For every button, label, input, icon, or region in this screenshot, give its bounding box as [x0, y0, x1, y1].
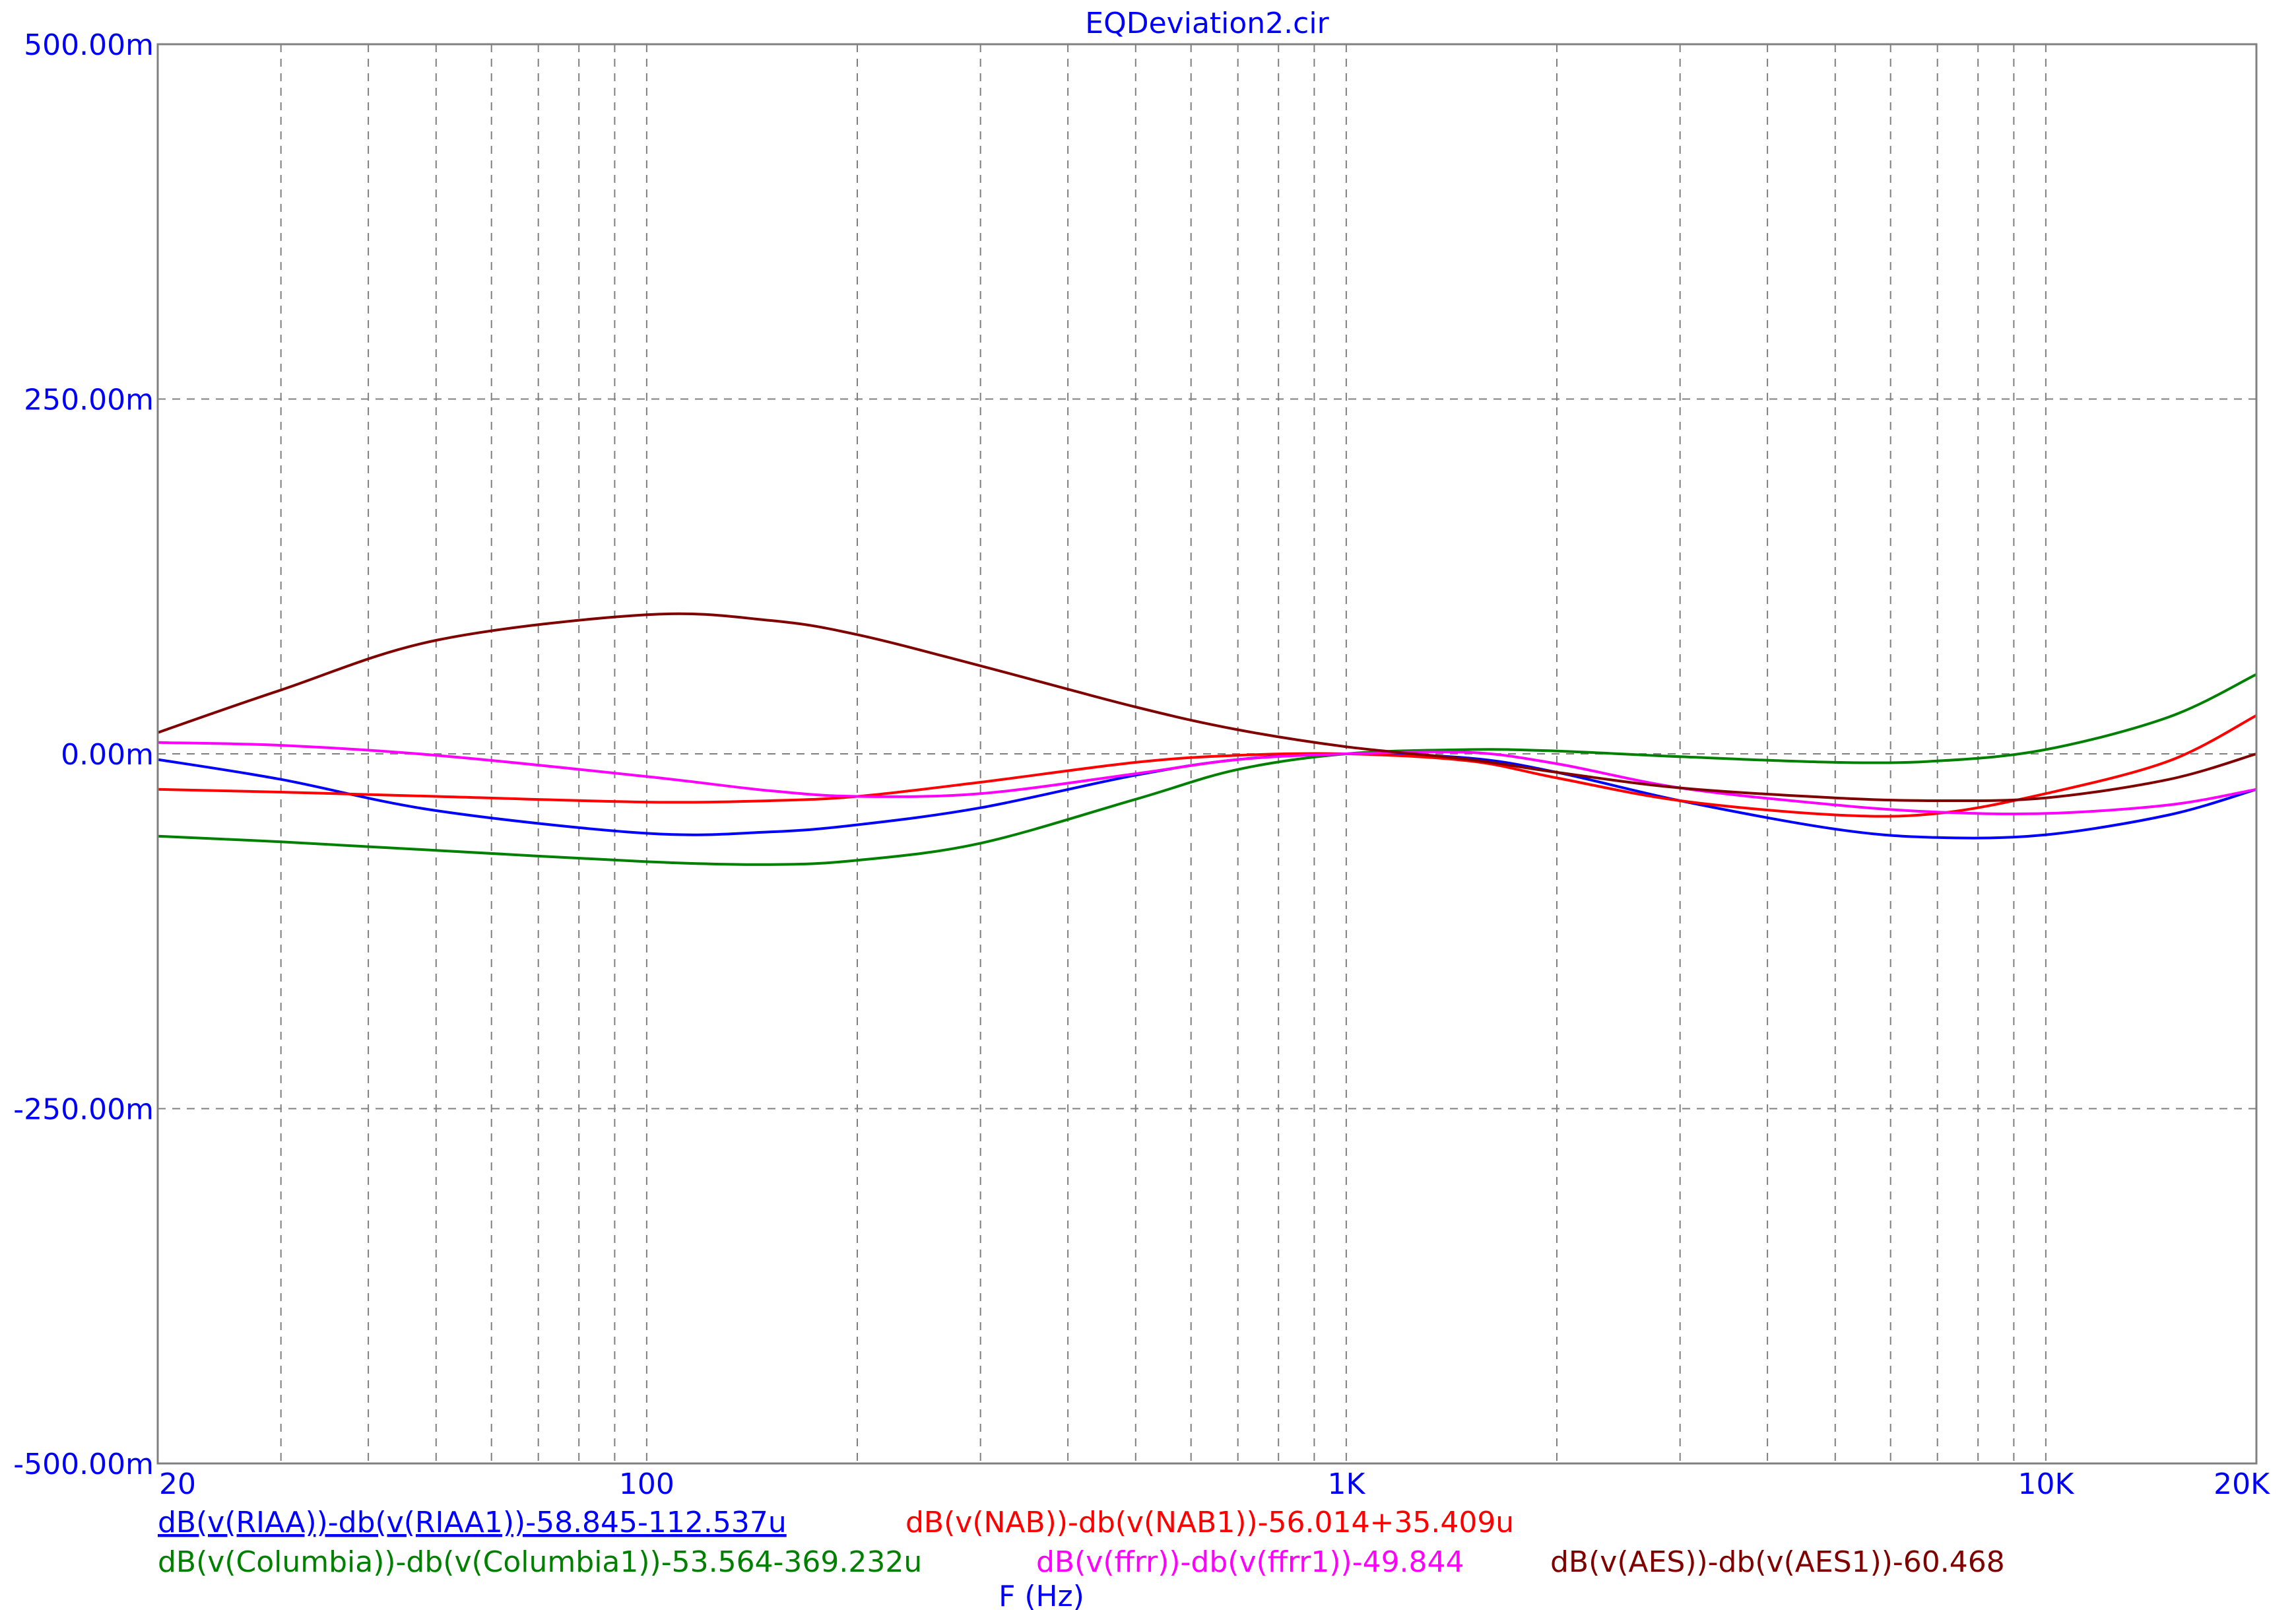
- y-tick-label: 500.00m: [24, 28, 154, 62]
- x-tick-label: 1K: [1327, 1467, 1365, 1501]
- y-tick-labels: 500.00m 250.00m 0.00m -250.00m -500.00m: [13, 28, 154, 1481]
- y-tick-label: 0.00m: [61, 738, 154, 772]
- series-line-2: [157, 673, 2257, 866]
- x-grid: [280, 44, 2047, 1463]
- plot-frame: [156, 43, 2258, 1465]
- legend: dB(v(RIAA))-db(v(RIAA1))-58.845-112.537u…: [158, 1506, 2005, 1579]
- series-line-3: [157, 741, 2257, 816]
- x-tick-labels: 20 100 1K 10K 20K: [159, 1467, 2270, 1501]
- series-layer: [157, 612, 2257, 866]
- x-tick-label: 20K: [2214, 1467, 2270, 1501]
- y-tick-label: -500.00m: [13, 1448, 154, 1481]
- y-tick-label: 250.00m: [24, 384, 154, 417]
- legend-entry-3: dB(v(ffrr))-db(v(ffrr1))-49.844: [1036, 1545, 1464, 1579]
- legend-entry-0: dB(v(RIAA))-db(v(RIAA1))-58.845-112.537u: [158, 1506, 787, 1539]
- legend-entry-2: dB(v(Columbia))-db(v(Columbia1))-53.564-…: [158, 1545, 922, 1579]
- x-tick-label: 100: [619, 1467, 674, 1501]
- series-line-1: [157, 714, 2257, 818]
- legend-entry-4: dB(v(AES))-db(v(AES1))-60.468: [1550, 1545, 2005, 1579]
- x-axis-label: F (Hz): [999, 1580, 1084, 1610]
- x-tick-label: 10K: [2017, 1467, 2074, 1501]
- x-tick-label: 20: [159, 1467, 196, 1501]
- legend-entry-1: dB(v(NAB))-db(v(NAB1))-56.014+35.409u: [905, 1506, 1514, 1539]
- y-tick-label: -250.00m: [13, 1093, 154, 1127]
- chart-title: EQDeviation2.cir: [1085, 7, 1329, 40]
- y-grid: [158, 398, 2256, 1110]
- series-line-4: [157, 612, 2257, 803]
